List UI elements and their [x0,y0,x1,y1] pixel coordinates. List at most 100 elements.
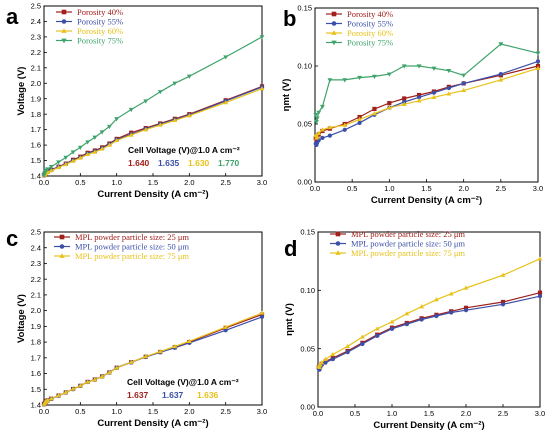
data-point [386,105,392,110]
x-tick-label: 1.0 [111,178,121,187]
data-point [404,311,410,316]
annotation-value: 1.635 [158,158,180,168]
y-tick-label: 0.05 [300,344,315,353]
data-point [404,322,409,327]
x-axis-label: Current Density (A cm⁻²) [371,195,482,206]
series-line [318,258,541,369]
series-2 [41,314,265,407]
data-point [449,310,454,315]
data-point [70,386,76,391]
data-point [327,78,333,83]
x-tick-label: 1.5 [148,407,158,416]
data-point [48,165,54,170]
legend-marker [61,19,67,24]
data-point [106,142,112,147]
y-tick-label: 1.6 [31,369,41,378]
data-point [327,124,333,130]
data-point [157,349,163,354]
data-point [157,90,163,95]
annotation-value: 1.640 [128,158,150,168]
data-point [223,55,229,60]
data-point [63,161,69,167]
data-point [416,95,422,100]
y-tick-label: 0.05 [297,120,312,129]
data-point [342,78,348,83]
series-line [315,43,539,122]
annotation-title: Cell Voltage (V)@1.0 A cm⁻² [128,145,240,155]
data-point [317,364,322,370]
legend-marker [61,9,67,15]
y-tick-label: 2.4 [31,243,41,252]
y-tick-label: 2.5 [31,2,41,11]
data-point [63,155,69,160]
legend-label: Porosity 60% [347,28,393,38]
data-point [85,379,91,384]
legend-label: Porosity 55% [347,19,393,29]
data-point [99,130,105,135]
chart-panel-b: b 0.0 0.5 1.0 1.5 2.0 2.5 3.0 0.00 0.05 0.10 0.15 Cu… [281,4,543,206]
legend-marker [335,241,341,246]
chart-panel-d: d 0.0 0.5 1.0 1.5 2.0 2.5 3.0 0.00 0.05 0.10 0.15 Cu… [284,228,545,431]
data-point [372,106,377,112]
data-point [461,87,467,93]
y-tick-label: 2.3 [31,33,41,42]
data-point [463,308,469,313]
data-point [48,396,54,401]
annotation-value: 1.636 [197,390,219,400]
plot-frame [317,231,541,408]
y-tick-label: 1.7 [31,353,41,362]
data-point [223,324,229,329]
y-tick-label: 1.6 [31,141,41,150]
x-tick-label: 0.0 [313,409,323,418]
data-point [537,290,543,295]
legend-marker [331,40,337,46]
data-point [463,285,469,290]
data-point [357,75,363,81]
legend-marker [331,30,337,35]
data-point [330,351,336,357]
data-point [56,393,61,398]
x-axis-label: Current Density (A cm⁻²) [97,418,208,429]
y-tick-label: 1.5 [31,385,41,394]
data-point [431,66,437,71]
legend-label: Porosity 40% [347,9,393,19]
x-tick-label: 0.0 [39,178,49,187]
x-tick-label: 3.0 [257,407,267,416]
data-point [317,362,323,367]
data-point [92,135,98,140]
panel-label-a: a [6,4,19,29]
data-point [85,151,91,157]
data-point [463,305,469,310]
x-tick-label: 2.5 [220,407,230,416]
annotation-value: 1.770 [218,158,240,168]
legend-marker [59,253,65,258]
data-point [500,302,506,307]
data-point [372,74,377,79]
data-point [319,360,325,365]
y-tick-label: 2.0 [31,79,41,88]
data-point [172,343,178,349]
data-point [56,164,61,170]
data-point [535,59,541,64]
data-point [114,137,120,143]
data-point [342,127,347,132]
x-tick-label: 2.0 [461,409,471,418]
data-point [45,397,51,402]
data-point [128,359,134,364]
data-point [416,64,422,69]
annotation-value: 1.630 [188,158,210,168]
data-point [537,294,543,299]
x-tick-label: 1.0 [111,407,121,416]
legend-marker [59,234,65,240]
x-tick-label: 2.0 [184,178,194,187]
y-tick-label: 0.00 [297,178,312,187]
y-tick-label: 1.9 [31,322,41,331]
x-tick-label: 0.5 [347,184,357,193]
data-point [345,343,351,349]
y-tick-label: 2.4 [31,17,41,26]
data-point [416,92,422,98]
data-point [63,389,69,395]
data-point [320,104,325,110]
data-point [342,122,348,127]
